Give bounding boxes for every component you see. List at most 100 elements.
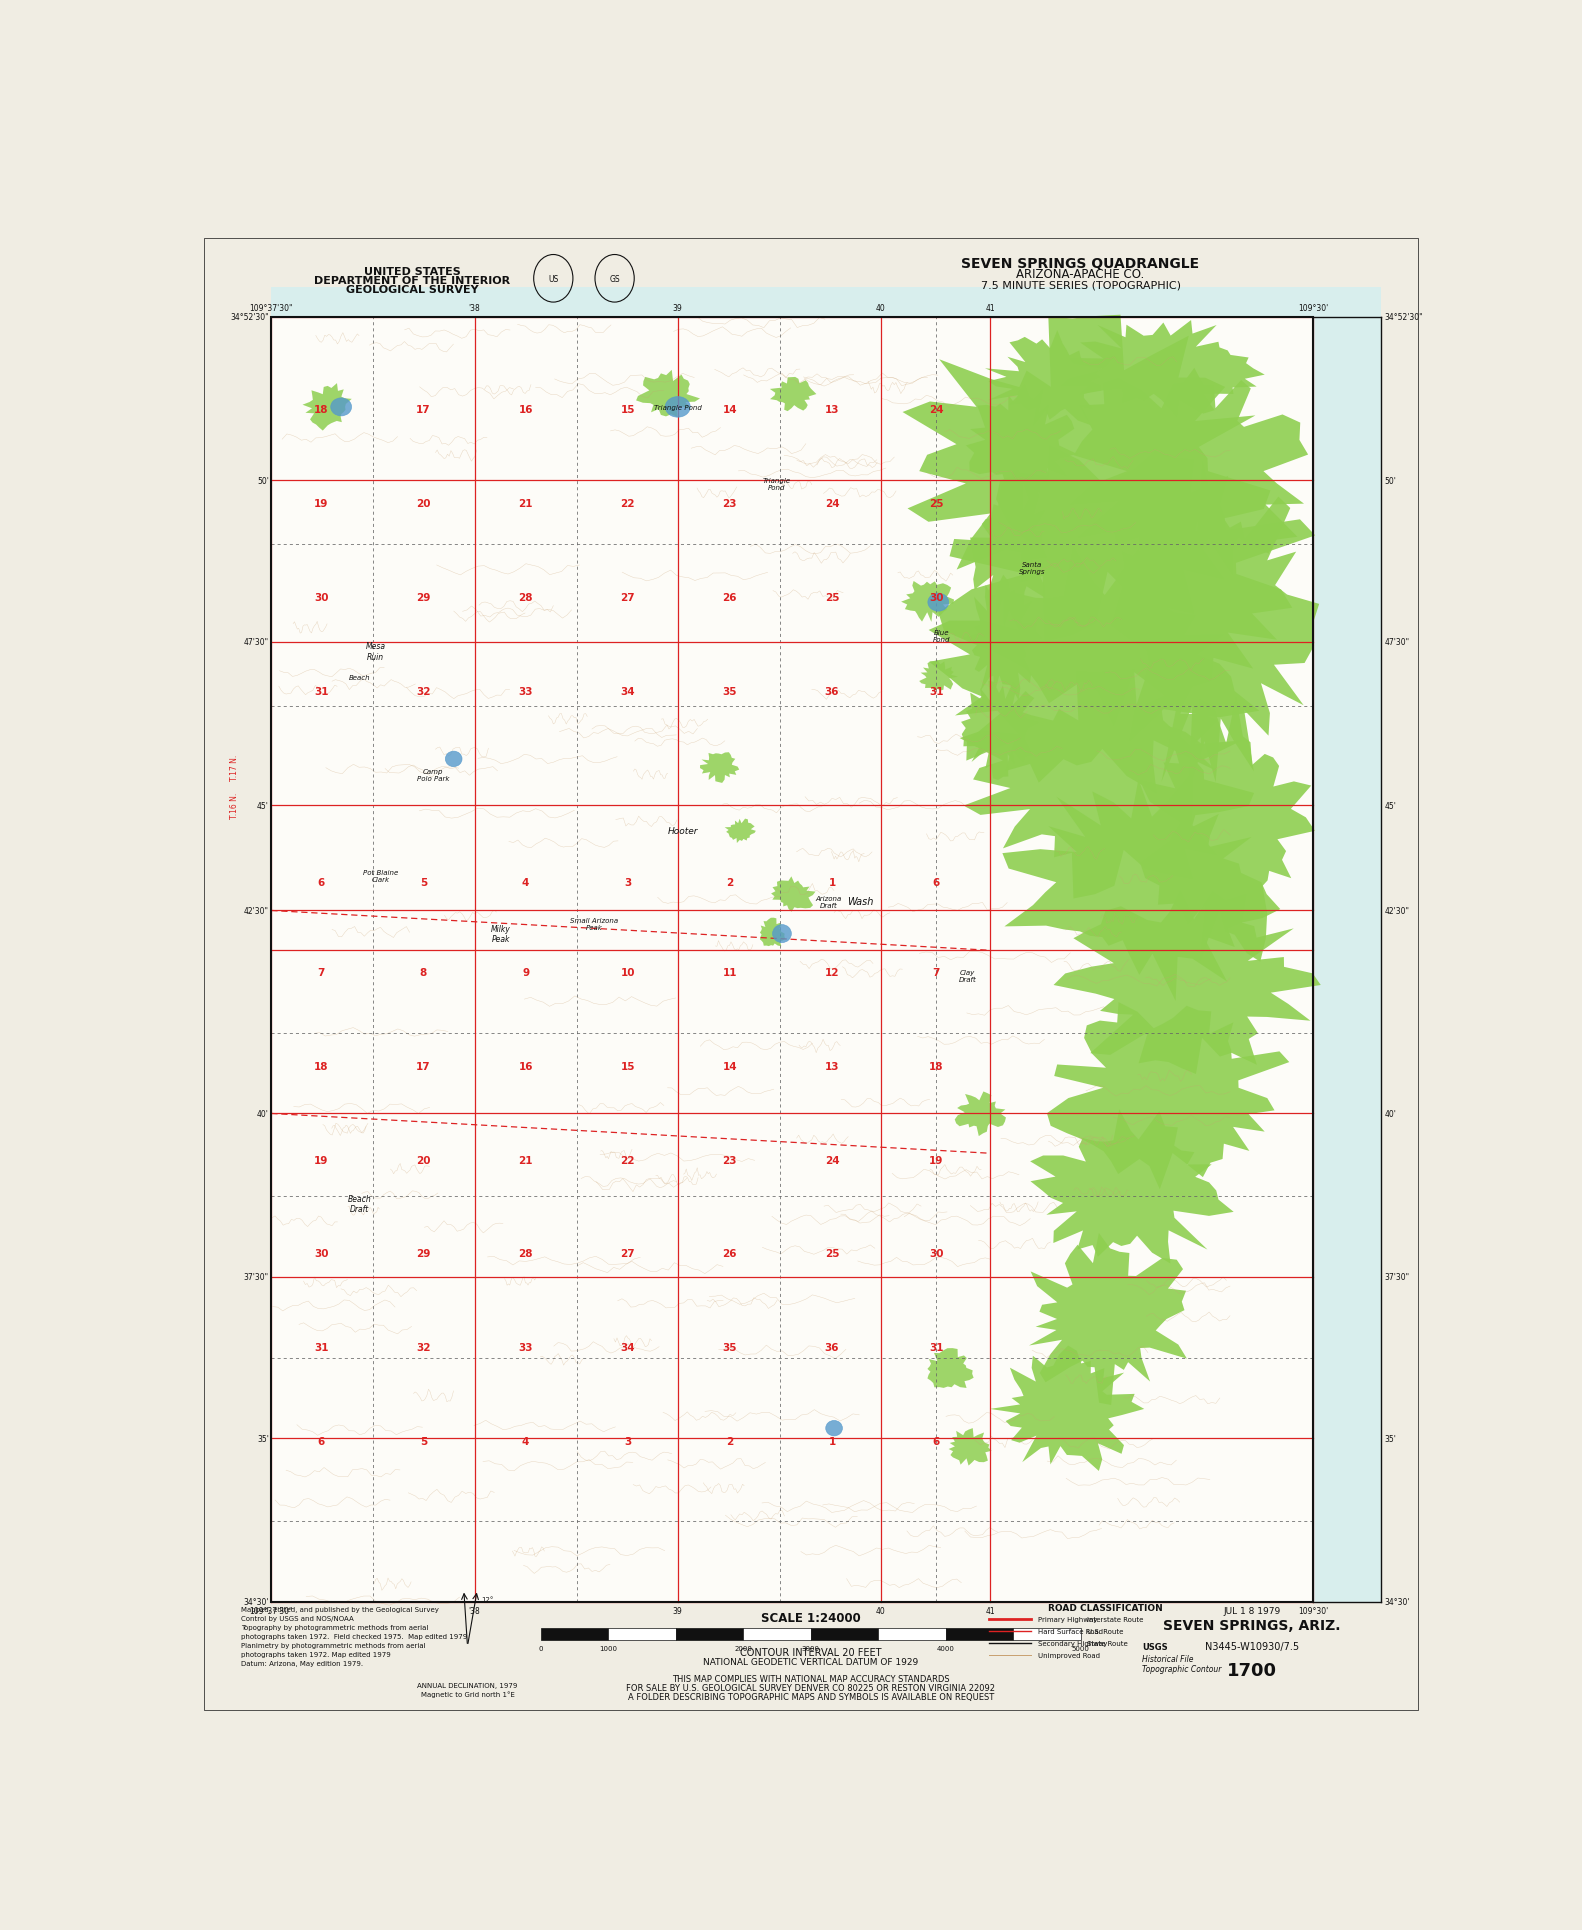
Text: 40: 40 [876, 305, 886, 313]
Text: Mesa
Ruin: Mesa Ruin [365, 643, 386, 662]
Polygon shape [725, 818, 756, 843]
Text: SCALE 1:24000: SCALE 1:24000 [761, 1612, 861, 1625]
Text: 27: 27 [620, 1249, 634, 1258]
Text: 5: 5 [419, 878, 427, 888]
Text: 30: 30 [315, 593, 329, 602]
Text: Primary Highway: Primary Highway [1038, 1617, 1096, 1623]
Text: 4000: 4000 [937, 1644, 954, 1650]
Text: 1: 1 [829, 1436, 835, 1446]
Bar [1012, 1629, 1081, 1640]
Text: U.S. Route: U.S. Route [1087, 1629, 1123, 1635]
Text: Interstate Route: Interstate Route [1087, 1617, 1144, 1623]
Polygon shape [963, 575, 1041, 701]
Polygon shape [699, 753, 739, 784]
Text: 34°52'30": 34°52'30" [1384, 313, 1424, 322]
Text: ANNUAL DECLINATION, 1979: ANNUAL DECLINATION, 1979 [418, 1683, 517, 1689]
Text: 1000: 1000 [600, 1644, 617, 1650]
Ellipse shape [446, 753, 462, 768]
Text: 31: 31 [929, 687, 943, 697]
Text: 24: 24 [929, 405, 943, 415]
Text: Planimetry by photogrammetric methods from aerial: Planimetry by photogrammetric methods fr… [240, 1642, 426, 1648]
Text: 24: 24 [824, 1154, 840, 1166]
Text: DEPARTMENT OF THE INTERIOR: DEPARTMENT OF THE INTERIOR [315, 276, 511, 286]
Text: 29: 29 [416, 1249, 430, 1258]
Text: ROAD CLASSIFICATION: ROAD CLASSIFICATION [1047, 1604, 1163, 1612]
Text: T.16 N.: T.16 N. [229, 793, 239, 818]
Text: 28: 28 [519, 1249, 533, 1258]
Text: 13: 13 [824, 405, 838, 415]
Text: 26: 26 [723, 593, 737, 602]
Text: 39: 39 [672, 305, 682, 313]
Polygon shape [956, 1092, 1006, 1137]
Text: '38: '38 [468, 1606, 481, 1615]
Text: 8: 8 [419, 967, 427, 979]
Text: 109°30': 109°30' [1299, 1606, 1329, 1615]
Text: Secondary Highway: Secondary Highway [1038, 1640, 1107, 1646]
Text: 26: 26 [723, 1249, 737, 1258]
Text: 42'30": 42'30" [244, 907, 269, 915]
Polygon shape [960, 670, 1255, 899]
Text: 33: 33 [519, 687, 533, 697]
Text: 45': 45' [1384, 801, 1397, 811]
Polygon shape [1071, 369, 1308, 596]
Text: 29: 29 [416, 593, 430, 602]
Text: GS: GS [609, 274, 620, 284]
Bar [812, 1629, 878, 1640]
Text: 21: 21 [519, 1154, 533, 1166]
Text: 47'30": 47'30" [1384, 639, 1410, 647]
Bar [946, 1629, 1012, 1640]
Ellipse shape [826, 1420, 842, 1436]
Text: 50': 50' [256, 477, 269, 484]
Text: Triangle Pond: Triangle Pond [653, 405, 702, 411]
Polygon shape [302, 384, 351, 430]
Text: Small Arizona
Peak: Small Arizona Peak [571, 917, 619, 930]
Polygon shape [903, 315, 1270, 643]
Text: Clay
Draft: Clay Draft [959, 971, 976, 982]
Text: 1700: 1700 [1228, 1662, 1277, 1679]
Text: 33: 33 [519, 1343, 533, 1353]
Text: 6: 6 [932, 1436, 940, 1446]
Text: 7: 7 [932, 967, 940, 979]
Text: 31: 31 [315, 687, 329, 697]
Polygon shape [960, 681, 1039, 780]
Text: 7.5 MINUTE SERIES (TOPOGRAPHIC): 7.5 MINUTE SERIES (TOPOGRAPHIC) [981, 280, 1180, 290]
Bar [272, 288, 1381, 318]
Text: 6: 6 [932, 878, 940, 888]
Text: 3: 3 [625, 1436, 631, 1446]
Polygon shape [759, 919, 785, 946]
Text: 41: 41 [986, 1606, 995, 1615]
Text: photographs taken 1972. Map edited 1979: photographs taken 1972. Map edited 1979 [240, 1650, 391, 1656]
Polygon shape [1030, 1110, 1234, 1264]
Bar [609, 1629, 676, 1640]
Text: Hard Surface Road: Hard Surface Road [1038, 1629, 1103, 1635]
Polygon shape [949, 1428, 992, 1465]
Text: 25: 25 [824, 1249, 838, 1258]
Text: 2: 2 [726, 1436, 734, 1446]
Text: 32: 32 [416, 1343, 430, 1353]
Text: 14: 14 [723, 1062, 737, 1071]
Text: 34°30': 34°30' [244, 1598, 269, 1606]
Text: Historical File: Historical File [1142, 1654, 1193, 1664]
Ellipse shape [772, 924, 791, 944]
Text: Magnetic to Grid north 1°E: Magnetic to Grid north 1°E [421, 1691, 514, 1696]
Text: 34: 34 [620, 1343, 634, 1353]
Text: 30: 30 [929, 593, 943, 602]
Text: 47'30": 47'30" [244, 639, 269, 647]
Polygon shape [1062, 320, 1264, 417]
Text: 35: 35 [723, 1343, 737, 1353]
Text: 22: 22 [620, 1154, 634, 1166]
Text: 12°: 12° [481, 1596, 494, 1602]
Text: 109°37'30": 109°37'30" [250, 1606, 293, 1615]
Ellipse shape [929, 594, 949, 612]
Text: 2: 2 [726, 878, 734, 888]
Text: 4: 4 [522, 1436, 530, 1446]
Text: Beach
Draft: Beach Draft [348, 1195, 372, 1214]
Polygon shape [938, 446, 1315, 728]
Text: 6: 6 [318, 1436, 324, 1446]
Bar [878, 1629, 946, 1640]
Bar [541, 1629, 609, 1640]
Text: 31: 31 [315, 1343, 329, 1353]
Text: 7: 7 [318, 967, 324, 979]
Text: Hooter: Hooter [668, 826, 698, 836]
Text: 18: 18 [929, 1062, 943, 1071]
